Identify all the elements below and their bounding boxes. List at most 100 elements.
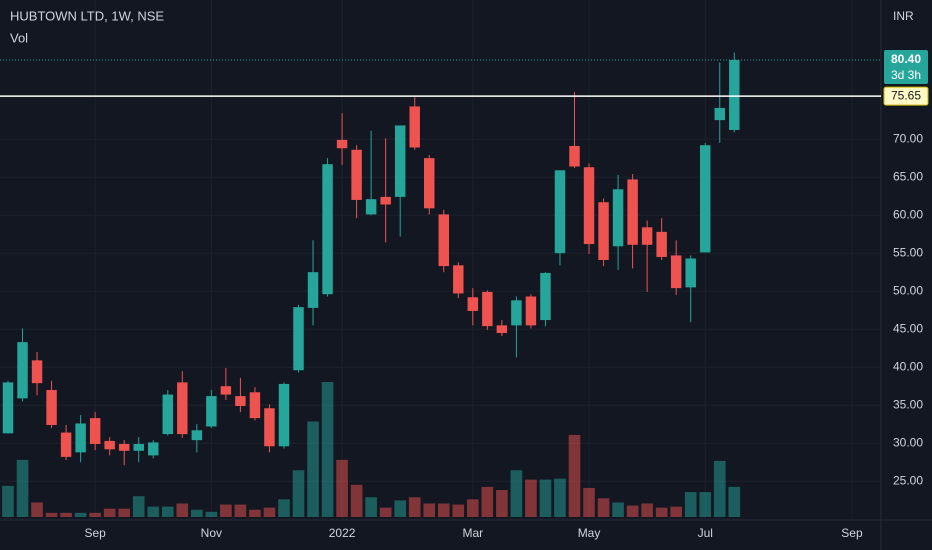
volume-bar [626,505,639,517]
candle-body [264,408,275,447]
volume-bar [16,459,29,517]
volume-bar [350,484,363,517]
last-price-label: 80.40 [891,52,921,66]
volume-bar [365,497,377,517]
currency: INR [893,9,914,23]
overlay: 80.40 3d 3h 75.65 [0,50,929,106]
volume-bar [103,508,116,517]
candle-body [583,167,595,245]
candle-body [540,272,551,321]
volume-bar [452,504,465,517]
volume-bar [220,504,232,517]
candle-body [351,149,362,200]
candle-body [46,390,57,425]
volume-bar [699,492,712,517]
volume-bar [147,506,160,517]
candle-body [438,214,449,267]
volume-bar [161,506,174,517]
volume-bar [2,485,14,517]
candle-body [496,325,508,333]
volume-bar [670,506,682,517]
y-tick-label: 55.00 [893,245,923,259]
candle-body [424,158,435,209]
candle-body [249,392,261,419]
candle-body [89,418,101,444]
y-tick-label: 70.00 [893,131,923,145]
volume-bar [234,504,247,517]
candle-body [656,231,667,257]
y-tick-label: 50.00 [893,283,923,297]
candle-body [641,227,653,245]
candle-body [75,423,86,453]
candle-body [17,342,28,399]
candle-body [511,300,522,326]
x-tick-label: Mar [462,526,483,540]
candle-body [2,382,14,434]
countdown: 3d 3h [891,68,921,82]
volume-bar [89,512,101,517]
x-tick-label: May [578,526,601,540]
candle-body [569,145,580,167]
volume-bar [496,490,508,517]
candle-body [525,296,537,326]
candle-body [409,106,420,148]
y-tick-label: 35.00 [893,397,923,411]
volume-bar [45,512,58,517]
candle-body [627,179,638,245]
volume-bar [641,503,653,517]
y-tick-label: 60.00 [893,207,923,221]
volume-bar [467,499,479,517]
volume-bar [176,503,189,517]
volume-bar [249,509,261,517]
candle-body [670,255,682,289]
candle-body [554,170,566,254]
volume-bar [583,487,595,517]
volume-bar [191,509,203,517]
candle-body [162,394,174,435]
candle-body [380,196,391,205]
x-tick-label: Jul [698,526,713,540]
candle-body [336,139,348,149]
volume-bar [525,479,537,517]
volume-bar [307,421,319,517]
candle-body [278,383,290,447]
grid [0,0,881,520]
volume-bar [554,478,566,517]
x-tick-label: Sep [841,526,863,540]
candle-body [60,432,72,457]
candle-body [148,442,159,456]
volume-bar [292,470,305,517]
candle-body [31,360,43,384]
volume-label: Vol [10,30,28,45]
volume-layer [2,382,741,517]
volume-bar [336,459,348,517]
y-tick-label: 25.00 [893,473,923,487]
y-tick-label: 40.00 [893,359,923,373]
candle-body [235,396,246,406]
volume-bar [510,470,523,517]
volume-bar [684,492,697,517]
candle-body [118,443,130,451]
candle-body [685,258,696,288]
candle-layer [2,52,740,466]
volume-bar [263,507,276,517]
y-tick-label: 65.00 [893,169,923,183]
volume-bar [612,502,624,517]
y-tick-label: 30.00 [893,435,923,449]
candle-body [293,307,304,371]
volume-bar [60,512,72,517]
candle-body [467,297,479,311]
candle-body [482,291,493,327]
volume-bar [568,434,581,517]
candle-body [307,272,319,308]
volume-bar [394,500,407,517]
hline-label: 75.65 [891,88,921,102]
volume-bar [481,486,494,517]
chart-title: HUBTOWN LTD, 1W, NSE [10,8,164,23]
candle-body [598,202,609,260]
volume-bar [655,507,668,517]
x-tick-label: Nov [201,526,222,540]
